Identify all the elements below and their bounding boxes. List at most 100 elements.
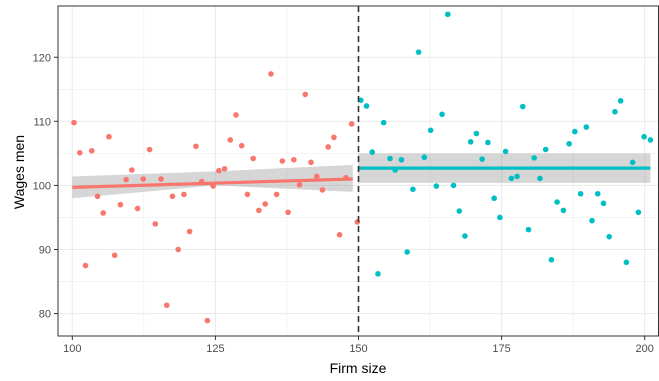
data-point-series-1 — [100, 210, 107, 216]
data-point-series-1 — [250, 155, 256, 162]
data-point-series-2 — [647, 137, 654, 143]
data-point-series-1 — [273, 191, 280, 198]
data-point-series-1 — [111, 252, 118, 259]
data-point-series-2 — [635, 209, 642, 216]
data-point-series-2 — [456, 208, 463, 214]
data-point-series-2 — [485, 139, 491, 146]
data-point-series-1 — [123, 176, 129, 183]
data-point-series-2 — [641, 133, 647, 140]
data-point-series-1 — [106, 133, 112, 140]
data-point-series-2 — [577, 190, 584, 197]
data-point-series-2 — [497, 214, 503, 221]
data-point-series-1 — [348, 121, 355, 127]
data-point-series-2 — [479, 156, 485, 162]
data-point-series-1 — [181, 191, 187, 198]
data-point-series-1 — [233, 112, 239, 118]
data-point-series-2 — [502, 148, 509, 155]
y-axis-ticks: 80 90 100 110 120 — [33, 52, 58, 321]
data-point-series-1 — [313, 173, 320, 180]
data-point-series-2 — [629, 159, 636, 166]
data-point-series-2 — [514, 173, 520, 180]
data-point-series-1 — [238, 142, 245, 149]
data-point-series-1 — [291, 156, 297, 163]
data-point-series-2 — [433, 183, 440, 189]
data-point-series-1 — [216, 167, 222, 174]
data-point-series-2 — [491, 195, 497, 202]
data-point-series-1 — [302, 91, 309, 98]
data-point-series-1 — [308, 159, 314, 166]
data-point-series-2 — [623, 259, 630, 266]
x-tick-label: 175 — [492, 343, 510, 355]
data-point-series-1 — [331, 134, 337, 141]
data-point-series-1 — [221, 165, 228, 172]
data-point-series-2 — [525, 226, 532, 233]
data-point-series-1 — [244, 191, 251, 198]
data-point-series-2 — [410, 186, 416, 193]
x-tick-label: 100 — [63, 343, 81, 355]
data-point-series-2 — [380, 119, 387, 126]
data-point-series-1 — [268, 71, 274, 77]
data-point-series-2 — [589, 217, 595, 224]
data-point-series-1 — [94, 193, 101, 200]
data-point-series-2 — [415, 49, 422, 55]
data-point-series-1 — [186, 228, 193, 235]
data-point-series-1 — [88, 148, 95, 154]
data-point-series-1 — [279, 158, 286, 164]
fit-lines — [72, 166, 651, 189]
data-point-series-1 — [256, 207, 262, 214]
y-axis-title: Wages men — [11, 135, 27, 209]
data-point-series-2 — [583, 124, 590, 130]
data-point-series-1 — [134, 205, 141, 212]
data-point-series-1 — [319, 187, 326, 193]
data-point-series-2 — [572, 128, 578, 135]
data-point-series-2 — [363, 103, 370, 109]
data-point-series-2 — [531, 155, 538, 161]
data-point-series-2 — [508, 175, 515, 182]
data-points — [71, 11, 654, 324]
data-point-series-2 — [537, 175, 543, 182]
data-point-series-2 — [369, 149, 376, 155]
data-point-series-2 — [467, 139, 474, 145]
data-point-series-1 — [193, 143, 199, 150]
data-point-series-2 — [439, 111, 445, 118]
data-point-series-1 — [76, 149, 83, 156]
x-tick-label: 150 — [349, 343, 367, 355]
data-point-series-1 — [285, 209, 291, 216]
data-point-series-1 — [152, 221, 159, 227]
confidence-band-1 — [72, 164, 353, 199]
y-tick-label: 100 — [33, 180, 51, 192]
data-point-series-1 — [175, 246, 181, 253]
data-point-series-2 — [542, 146, 549, 153]
data-point-series-2 — [357, 97, 364, 103]
data-point-series-2 — [387, 155, 393, 162]
data-point-series-2 — [444, 11, 451, 18]
y-tick-label: 90 — [39, 244, 51, 256]
data-point-series-2 — [404, 249, 410, 255]
x-axis-ticks: 100 125 150 175 200 — [63, 336, 654, 355]
data-point-series-2 — [617, 98, 624, 104]
y-tick-label: 120 — [33, 52, 51, 64]
y-tick-label: 80 — [39, 309, 51, 321]
data-point-series-1 — [140, 176, 147, 182]
data-point-series-2 — [519, 103, 526, 110]
data-point-series-2 — [473, 130, 480, 137]
data-point-series-1 — [82, 262, 89, 269]
x-axis-title: Firm size — [330, 360, 387, 376]
data-point-series-1 — [117, 201, 124, 208]
data-point-series-2 — [566, 140, 572, 147]
data-point-series-1 — [158, 176, 164, 182]
data-point-series-1 — [169, 193, 176, 200]
data-point-series-2 — [606, 233, 613, 240]
data-point-series-2 — [421, 154, 428, 161]
data-point-series-2 — [450, 182, 457, 189]
y-tick-label: 110 — [33, 116, 51, 128]
data-point-series-2 — [600, 200, 607, 207]
data-point-series-2 — [554, 199, 560, 205]
fit-line-series-1 — [72, 177, 353, 189]
data-point-series-1 — [146, 146, 153, 153]
data-point-series-2 — [594, 190, 601, 197]
data-point-series-2 — [398, 156, 405, 163]
data-point-series-2 — [375, 271, 381, 277]
data-point-series-1 — [262, 201, 269, 207]
